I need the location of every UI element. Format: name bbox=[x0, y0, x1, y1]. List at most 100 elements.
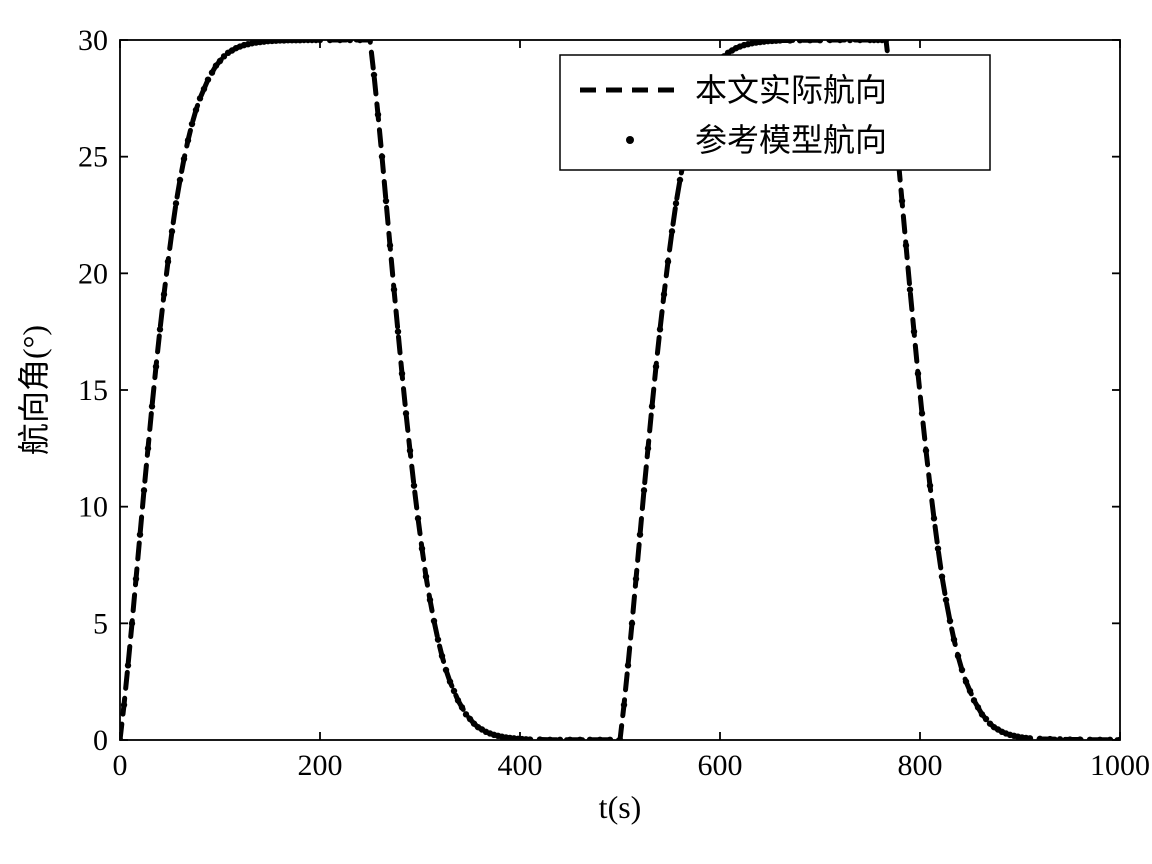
series-dot bbox=[827, 37, 833, 43]
series-dot bbox=[931, 515, 937, 521]
series-dot bbox=[883, 37, 889, 43]
y-tick-label: 25 bbox=[78, 141, 108, 174]
series-dot bbox=[395, 328, 401, 334]
x-tick-label: 0 bbox=[113, 749, 128, 782]
series-dot bbox=[177, 177, 183, 183]
series-dot bbox=[117, 737, 123, 743]
series-dot bbox=[443, 667, 449, 673]
series-dot bbox=[387, 242, 393, 248]
series-dot bbox=[951, 636, 957, 642]
series-dot bbox=[209, 69, 215, 75]
series-dot bbox=[923, 447, 929, 453]
series-dot bbox=[337, 37, 343, 43]
series-dot bbox=[787, 37, 793, 43]
series-dot bbox=[193, 107, 199, 113]
series-dot bbox=[547, 737, 553, 743]
series-dot bbox=[451, 688, 457, 694]
series-dot bbox=[379, 153, 385, 159]
series-dot bbox=[567, 737, 573, 743]
series-dot bbox=[137, 531, 143, 537]
series-dot bbox=[459, 704, 465, 710]
series-dot bbox=[133, 576, 139, 582]
series-dot bbox=[439, 653, 445, 659]
series-dot bbox=[375, 111, 381, 117]
series-dot bbox=[1107, 737, 1113, 743]
series-dot bbox=[975, 704, 981, 710]
y-tick-label: 5 bbox=[93, 607, 108, 640]
series-dot bbox=[447, 678, 453, 684]
series-dot bbox=[625, 662, 631, 668]
series-dot bbox=[317, 37, 323, 43]
series-dot bbox=[197, 95, 203, 101]
series-dot bbox=[161, 291, 167, 297]
series-dot bbox=[1077, 736, 1083, 742]
series-dot bbox=[837, 37, 843, 43]
series-dot bbox=[959, 667, 965, 673]
series-dot bbox=[537, 736, 543, 742]
series-dot bbox=[857, 37, 863, 43]
series-dot bbox=[935, 545, 941, 551]
series-dot bbox=[939, 573, 945, 579]
series-dot bbox=[125, 662, 131, 668]
series-dot bbox=[657, 326, 663, 332]
series-dot bbox=[1037, 736, 1043, 742]
series-dot bbox=[347, 37, 353, 43]
series-dot bbox=[399, 370, 405, 376]
x-tick-label: 200 bbox=[298, 749, 343, 782]
series-dot bbox=[165, 258, 171, 264]
x-tick-label: 400 bbox=[498, 749, 543, 782]
series-dot bbox=[911, 328, 917, 334]
series-dot bbox=[181, 156, 187, 162]
series-dot bbox=[927, 482, 933, 488]
y-tick-label: 0 bbox=[93, 724, 108, 757]
series-dot bbox=[383, 198, 389, 204]
series-dot bbox=[411, 482, 417, 488]
series-dot bbox=[673, 200, 679, 206]
series-dot bbox=[153, 363, 159, 369]
series-dot bbox=[407, 447, 413, 453]
x-axis-label: t(s) bbox=[599, 789, 642, 825]
series-dot bbox=[141, 487, 147, 493]
x-tick-label: 1000 bbox=[1090, 749, 1150, 782]
series-dot bbox=[963, 678, 969, 684]
series-dot bbox=[617, 737, 623, 743]
series-dot bbox=[903, 242, 909, 248]
legend-swatch-dot bbox=[626, 136, 634, 144]
series-dot bbox=[777, 37, 783, 43]
series-dot bbox=[665, 258, 671, 264]
series-dot bbox=[967, 688, 973, 694]
series-dot bbox=[391, 286, 397, 292]
series-dot bbox=[435, 636, 441, 642]
series-dot bbox=[587, 737, 593, 743]
series-dot bbox=[649, 403, 655, 409]
series-dot bbox=[653, 363, 659, 369]
series-dot bbox=[419, 545, 425, 551]
series-dot bbox=[169, 228, 175, 234]
series-dot bbox=[371, 72, 377, 78]
series-dot bbox=[797, 37, 803, 43]
series-dot bbox=[157, 326, 163, 332]
series-dot bbox=[919, 410, 925, 416]
series-dot bbox=[629, 620, 635, 626]
series-dot bbox=[607, 737, 613, 743]
series-dot bbox=[129, 620, 135, 626]
series-dot bbox=[205, 76, 211, 82]
series-dot bbox=[1067, 736, 1073, 742]
legend: 本文实际航向参考模型航向 bbox=[560, 55, 990, 170]
series-dot bbox=[403, 410, 409, 416]
series-dot bbox=[971, 697, 977, 703]
y-tick-label: 20 bbox=[78, 257, 108, 290]
series-dot bbox=[641, 487, 647, 493]
series-dot bbox=[201, 86, 207, 92]
series-dot bbox=[415, 515, 421, 521]
series-dot bbox=[633, 576, 639, 582]
series-dot bbox=[1057, 736, 1063, 742]
series-dot bbox=[557, 737, 563, 743]
series-dot bbox=[907, 286, 913, 292]
y-tick-label: 30 bbox=[78, 24, 108, 57]
series-dot bbox=[427, 597, 433, 603]
series-dot bbox=[661, 291, 667, 297]
series-dot bbox=[915, 370, 921, 376]
series-dot bbox=[677, 177, 683, 183]
series-dot bbox=[1047, 736, 1053, 742]
